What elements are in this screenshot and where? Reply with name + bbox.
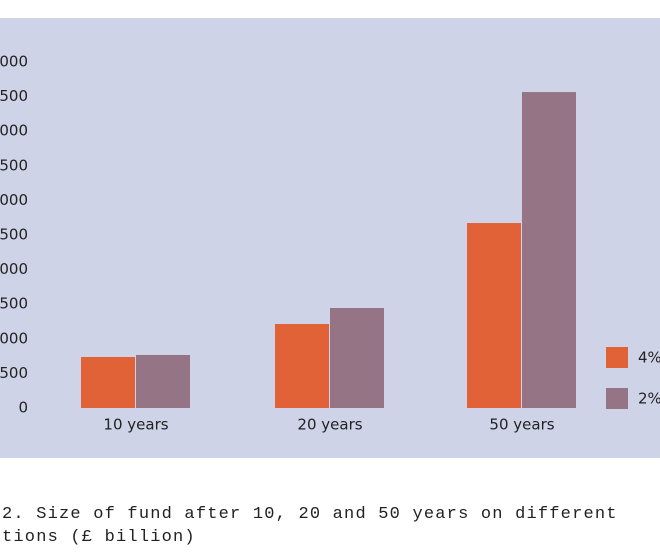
x-tick-label: 10 years (103, 416, 168, 434)
y-tick-label: 3500 (0, 156, 28, 174)
y-tick-label: 4000 (0, 122, 28, 140)
bar (275, 323, 329, 408)
legend-swatch (606, 388, 628, 409)
x-tick-label: 20 years (297, 416, 362, 434)
bar (136, 354, 190, 408)
bar (330, 308, 384, 408)
caption-line: 2. Size of fund after 10, 20 and 50 year… (2, 505, 618, 524)
bar (467, 223, 521, 408)
bar (81, 356, 135, 408)
y-tick-label: 4500 (0, 87, 28, 105)
y-tick-label: 1500 (0, 295, 28, 313)
legend-label: 4% (638, 349, 660, 367)
y-tick-label: 2000 (0, 260, 28, 278)
bar (522, 92, 576, 408)
y-tick-label: 1000 (0, 329, 28, 347)
caption-line: tions (£ billion) (2, 528, 196, 547)
y-tick-label: 3000 (0, 191, 28, 209)
y-tick-label: 2500 (0, 226, 28, 244)
legend-swatch (606, 347, 628, 368)
x-tick-label: 50 years (489, 416, 554, 434)
y-tick-label: 0 (18, 399, 28, 417)
y-tick-label: 500 (0, 364, 28, 382)
legend-label: 2% (638, 390, 660, 408)
